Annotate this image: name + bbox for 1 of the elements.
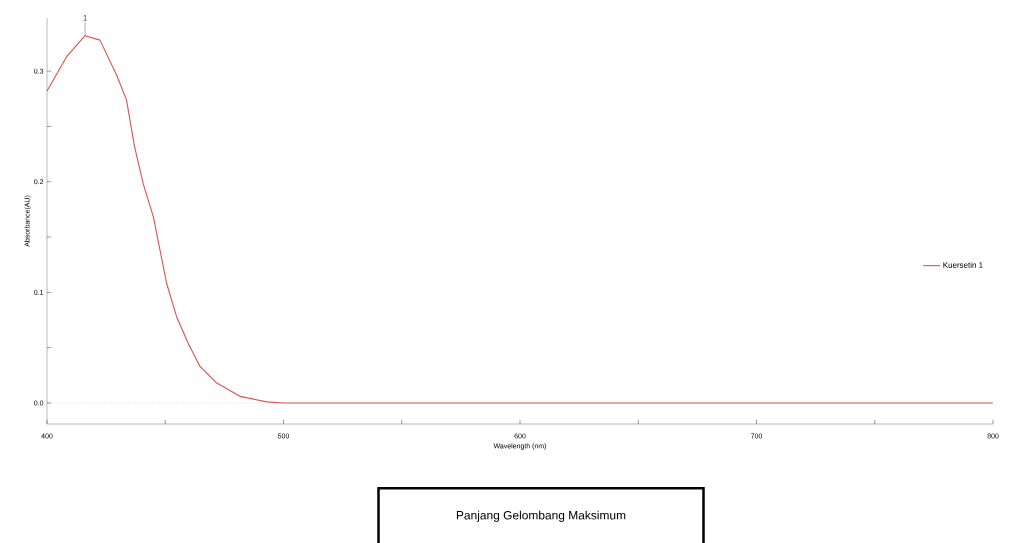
text: Panjang Gelombang Maksimum (456, 510, 626, 522)
